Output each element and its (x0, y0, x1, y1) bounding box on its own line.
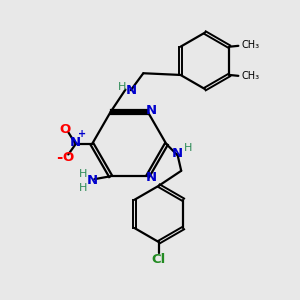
Text: H: H (184, 143, 192, 153)
Text: -: - (56, 150, 62, 165)
Text: H: H (79, 169, 87, 179)
Text: N: N (172, 147, 183, 161)
Text: CH₃: CH₃ (242, 40, 260, 50)
Text: N: N (146, 104, 157, 117)
Text: H: H (79, 183, 87, 193)
Text: Cl: Cl (152, 254, 166, 266)
Text: O: O (63, 151, 74, 164)
Text: N: N (87, 174, 98, 187)
Text: N: N (70, 136, 81, 149)
Text: CH₃: CH₃ (242, 71, 260, 81)
Text: O: O (60, 123, 71, 136)
Text: +: + (78, 129, 86, 139)
Text: H: H (118, 82, 126, 92)
Text: N: N (125, 84, 136, 97)
Text: N: N (146, 171, 157, 184)
